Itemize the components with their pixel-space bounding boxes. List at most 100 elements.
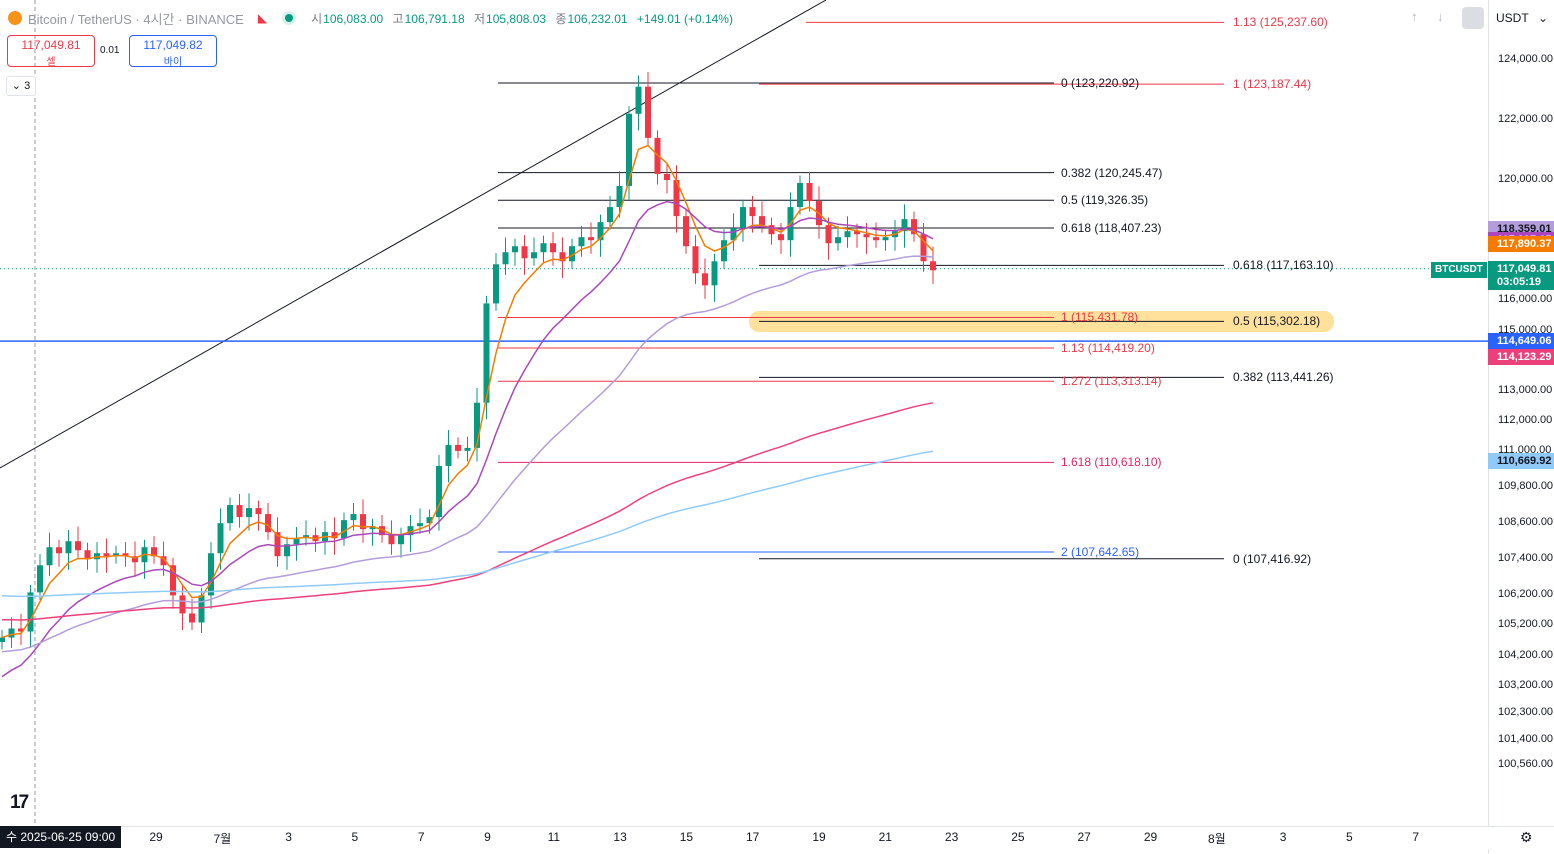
buy-button[interactable]: 117,049.82 바이	[129, 35, 217, 68]
fib-left-label: 1 (115,431.78)	[1061, 310, 1139, 325]
time-tick-label: 5	[1346, 830, 1353, 844]
indicator-count: 3	[24, 80, 31, 92]
price-badge: 117,049.81	[1488, 260, 1554, 277]
close-label: 종	[555, 11, 567, 26]
open-value: 106,083.00	[323, 11, 384, 26]
crosshair-date-label: 수 2025-06-25 09:00	[0, 826, 122, 848]
candle-body	[198, 595, 205, 623]
time-tick-label: 13	[613, 830, 627, 844]
high-value: 106,791.18	[404, 11, 465, 26]
candle-body	[350, 514, 357, 521]
candle-body	[341, 520, 347, 539]
candle-body	[18, 628, 24, 632]
symbol-header: Bitcoin / TetherUS · 4시간 · BINANCE ◣ 시10…	[0, 0, 733, 36]
candle-body	[797, 183, 803, 208]
time-tick-label: 27	[1077, 830, 1091, 844]
candle-body	[208, 553, 214, 596]
time-tick-label: 7	[1412, 830, 1420, 844]
price-tick-label: 113,000.00	[1498, 383, 1553, 396]
candle-body	[56, 547, 62, 554]
time-tick-label: 3	[1279, 830, 1287, 844]
candle-body	[854, 231, 860, 235]
candle-body	[863, 234, 870, 238]
candle-body	[455, 444, 461, 451]
candle-body	[664, 173, 670, 180]
candle-body	[873, 237, 879, 241]
candle-body	[360, 514, 366, 530]
candle-body	[151, 547, 157, 557]
price-badge: 110,669.92	[1488, 452, 1554, 469]
sell-button[interactable]: 117,049.81 셀	[7, 35, 95, 68]
candle-body	[189, 613, 195, 623]
ema-short-line	[1, 144, 934, 639]
spread-value: 0.01	[100, 45, 120, 56]
price-tick-label: 122,000.00	[1498, 112, 1554, 125]
screenshot-icon[interactable]	[1462, 7, 1484, 29]
candle-body	[464, 447, 471, 451]
candle-body	[550, 243, 556, 253]
candle-body	[759, 216, 765, 226]
settings-gear-icon[interactable]: ⚙	[1520, 829, 1533, 845]
time-tick-label: 8월	[1207, 832, 1226, 846]
fib-left-label: 1.618 (110,618.10)	[1061, 455, 1162, 470]
fib-right-label: 0.382 (113,441.26)	[1233, 370, 1334, 385]
time-tick-label: 3	[285, 830, 292, 844]
time-tick-label: 9	[484, 830, 491, 844]
tradingview-logo-icon[interactable]: 17	[10, 792, 29, 813]
symbol-tag: BTCUSDT	[1431, 262, 1487, 278]
candle-body	[293, 538, 300, 545]
buy-price: 117,049.82	[143, 38, 203, 52]
arrow-down-icon[interactable]: ↓	[1437, 9, 1444, 24]
fib-left-label: 0.618 (118,407.23)	[1061, 220, 1162, 235]
symbol-title[interactable]: Bitcoin / TetherUS · 4시간 · BINANCE	[28, 11, 244, 27]
candle-body	[882, 237, 889, 241]
time-axis[interactable]	[0, 826, 1554, 849]
time-tick-label: 19	[812, 830, 826, 844]
price-tick-label: 101,400.00	[1498, 732, 1554, 745]
candle-body	[825, 225, 832, 244]
candle-body	[721, 240, 727, 262]
candle-body	[474, 402, 480, 448]
currency-selector[interactable]: USDT ⌄	[1492, 8, 1550, 28]
low-value: 105,808.03	[486, 11, 547, 26]
candle-body	[445, 444, 452, 466]
price-tick-label: 103,200.00	[1498, 678, 1554, 691]
price-badge: 117,890.37	[1488, 235, 1554, 252]
candle-body	[274, 532, 281, 557]
currency-label: USDT	[1496, 11, 1529, 25]
candle-body	[702, 273, 708, 286]
price-axis[interactable]	[1488, 0, 1554, 854]
candle-body	[502, 252, 509, 265]
time-tick-label: 29	[1143, 830, 1158, 844]
time-tick-label: 7	[417, 830, 425, 844]
price-tick-label: 100,560.00	[1498, 758, 1554, 771]
sell-price: 117,049.81	[21, 38, 81, 52]
candle-body	[37, 565, 43, 593]
arrow-up-icon[interactable]: ↑	[1411, 9, 1418, 24]
sell-label: 셀	[46, 57, 56, 68]
candle-body	[0, 637, 5, 643]
candle-body	[597, 222, 604, 241]
candle-body	[227, 505, 233, 524]
market-status-icon[interactable]	[285, 14, 294, 22]
buy-label: 바이	[163, 57, 183, 68]
candle-body	[179, 595, 186, 614]
fib-left-label: 0.382 (120,245.47)	[1061, 165, 1163, 180]
indicator-legend-toggle[interactable]: ⌄ 3	[6, 76, 36, 96]
fib-right-label: 0.5 (115,302.18)	[1233, 314, 1321, 329]
flag-icon[interactable]: ◣	[257, 11, 268, 25]
bitcoin-logo-icon	[8, 11, 22, 25]
candle-body	[901, 219, 908, 232]
candle-body	[417, 523, 423, 527]
candle-body	[512, 246, 518, 253]
ema-long-line	[1, 255, 934, 653]
price-tick-label: 116,000.00	[1498, 293, 1553, 306]
time-tick-label: 15	[679, 830, 694, 844]
candle-body	[531, 252, 537, 259]
price-tick-label: 120,000.00	[1498, 173, 1554, 185]
candle-body	[920, 234, 927, 262]
candle-body	[521, 246, 528, 259]
fib-left-label: 1.13 (114,419.20)	[1061, 340, 1155, 355]
